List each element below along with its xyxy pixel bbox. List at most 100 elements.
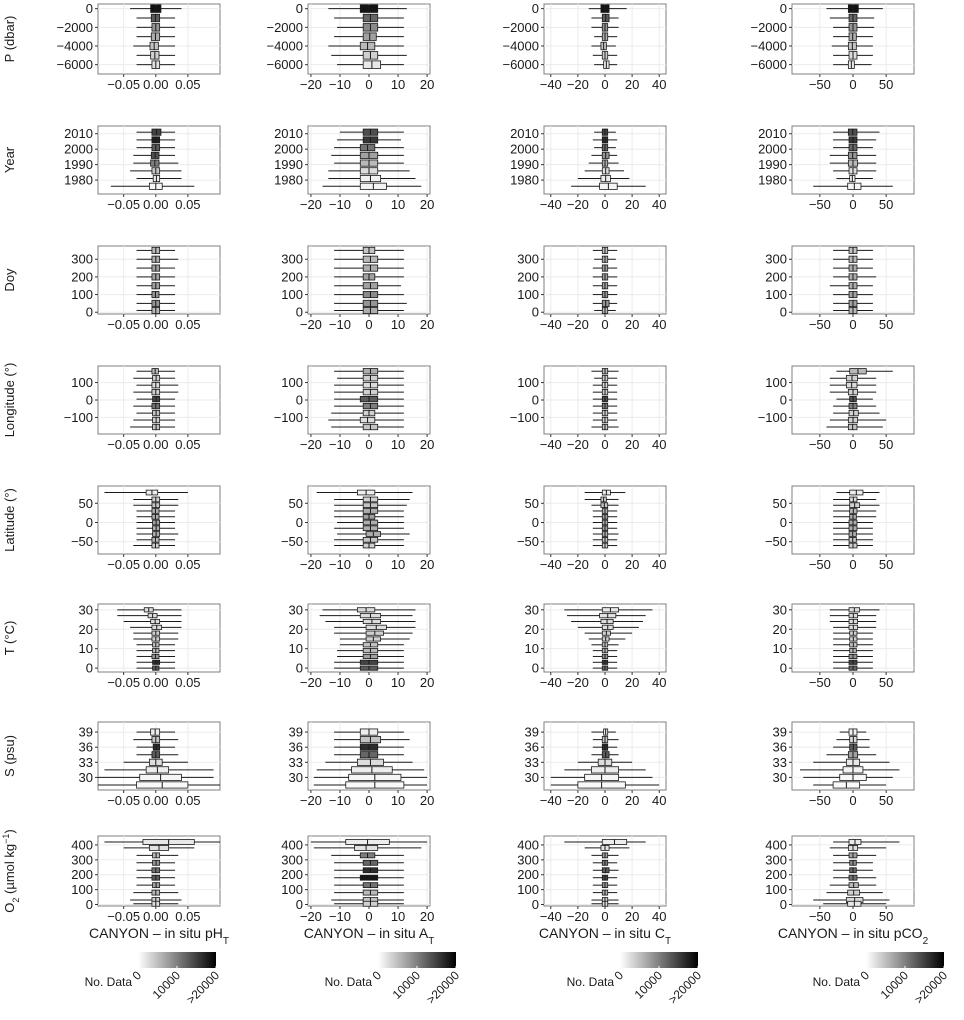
- panel-r1-c4: −50 0 50 0 −2000 −4000 −6000: [750, 1, 915, 92]
- x-tick-label: 10: [391, 909, 405, 924]
- x-tick-label: −0.05: [107, 77, 140, 92]
- ylabel-end: ): [2, 829, 17, 833]
- x-tick-label: 0: [601, 557, 608, 572]
- x-tick-label: 0: [365, 317, 372, 332]
- column-xlabel: CANYON – in situ CT: [539, 925, 671, 947]
- y-tick-label: 300: [71, 252, 93, 267]
- y-tick-label: −6000: [266, 57, 303, 72]
- row-ylabel: Longitude (°): [2, 363, 17, 438]
- x-tick-label: −20: [300, 437, 322, 452]
- legend-colorbar: [138, 952, 216, 968]
- y-tick-label: 1990: [758, 157, 787, 172]
- x-tick-label: 0: [365, 557, 372, 572]
- x-tick-label: 0: [365, 793, 372, 808]
- x-tick-label: 0: [601, 317, 608, 332]
- y-tick-label: 100: [281, 287, 303, 302]
- y-tick-label: 100: [281, 882, 303, 897]
- y-tick-label: −100: [64, 410, 93, 425]
- panel-r6-c1: −0.05 0.00 0.05 30 20 10 0: [79, 602, 221, 690]
- y-tick-label: 0: [780, 393, 787, 408]
- column-xlabel: CANYON – in situ pHT: [89, 925, 229, 947]
- y-tick-label: 100: [765, 287, 787, 302]
- y-tick-label: 20: [79, 622, 93, 637]
- x-tick-label: −0.05: [107, 793, 140, 808]
- x-tick-label: −0.05: [107, 317, 140, 332]
- row-ylabel: Doy: [2, 268, 17, 292]
- x-tick-label: 10: [391, 317, 405, 332]
- x-tick-label: 0: [601, 793, 608, 808]
- x-tick-label: 0.00: [143, 77, 168, 92]
- panel-r1-c3: −40 −20 0 20 40 0 −2000 −4000 −6000: [502, 1, 667, 92]
- y-tick-label: −100: [510, 410, 539, 425]
- panel-r4-c3: −40 −20 0 20 40 100 0 −100: [510, 365, 667, 452]
- y-tick-label: 10: [79, 641, 93, 656]
- x-tick-label: 0.00: [143, 197, 168, 212]
- x-tick-label: −50: [809, 77, 831, 92]
- y-tick-label: 0: [780, 515, 787, 530]
- y-tick-label: 0: [532, 515, 539, 530]
- x-tick-label: 40: [652, 437, 666, 452]
- x-tick-label: 0: [849, 317, 856, 332]
- y-tick-label: 400: [281, 837, 303, 852]
- ylabel-superscript: −1: [1, 834, 11, 844]
- legend-colorbar: [378, 952, 456, 968]
- x-tick-label: 0.00: [143, 437, 168, 452]
- x-tick-label: 20: [625, 557, 639, 572]
- x-tick-label: −40: [540, 317, 562, 332]
- legend-title: No. Data: [325, 975, 373, 989]
- x-tick-label: 20: [420, 793, 434, 808]
- x-tick-label: 20: [625, 437, 639, 452]
- x-tick-label: 50: [879, 909, 893, 924]
- y-tick-label: 200: [71, 867, 93, 882]
- legend-colorbar: [620, 952, 698, 968]
- x-tick-label: −20: [567, 77, 589, 92]
- x-tick-label: −10: [329, 317, 351, 332]
- panel-r5-c1: −0.05 0.00 0.05 50 0 −50: [71, 485, 221, 572]
- legend-label: 10000: [390, 968, 424, 1002]
- y-tick-label: 0: [532, 393, 539, 408]
- y-tick-label: 36: [79, 740, 93, 755]
- x-tick-label: −50: [809, 557, 831, 572]
- panel-r4-c1: −0.05 0.00 0.05 100 0 −100: [64, 365, 221, 452]
- panel-r5-c3: −40 −20 0 20 40 50 0 −50: [517, 485, 667, 572]
- x-tick-label: 20: [625, 675, 639, 690]
- y-tick-label: −50: [281, 534, 303, 549]
- y-tick-label: −4000: [502, 39, 539, 54]
- x-tick-label: 10: [391, 557, 405, 572]
- x-tick-label: −0.05: [107, 437, 140, 452]
- y-tick-label: 39: [79, 725, 93, 740]
- y-tick-label: −100: [758, 410, 787, 425]
- y-tick-label: 300: [765, 252, 787, 267]
- x-tick-label: 20: [420, 909, 434, 924]
- x-tick-label: 40: [652, 675, 666, 690]
- y-tick-label: 50: [525, 496, 539, 511]
- x-tick-label: 0: [849, 77, 856, 92]
- y-tick-label: 0: [86, 393, 93, 408]
- x-tick-label: 20: [625, 909, 639, 924]
- x-tick-label: −10: [329, 197, 351, 212]
- y-tick-label: −50: [765, 534, 787, 549]
- x-tick-label: −50: [809, 675, 831, 690]
- x-tick-label: −40: [540, 197, 562, 212]
- x-tick-label: −10: [329, 557, 351, 572]
- x-tick-label: 0.00: [143, 793, 168, 808]
- x-tick-label: 0: [365, 437, 372, 452]
- y-tick-label: 100: [71, 882, 93, 897]
- x-tick-label: 20: [420, 77, 434, 92]
- x-tick-label: 40: [652, 557, 666, 572]
- x-tick-label: −20: [567, 793, 589, 808]
- x-tick-label: 0: [849, 909, 856, 924]
- legend-title: No. Data: [567, 975, 615, 989]
- y-tick-label: 300: [517, 252, 539, 267]
- legend-label: 10000: [632, 968, 666, 1002]
- x-tick-label: 50: [879, 437, 893, 452]
- row-ylabel: Latitude (°): [2, 488, 17, 552]
- x-tick-label: 0: [365, 675, 372, 690]
- column-xlabel: CANYON – in situ pCO2: [778, 925, 929, 947]
- y-tick-label: 2010: [758, 126, 787, 141]
